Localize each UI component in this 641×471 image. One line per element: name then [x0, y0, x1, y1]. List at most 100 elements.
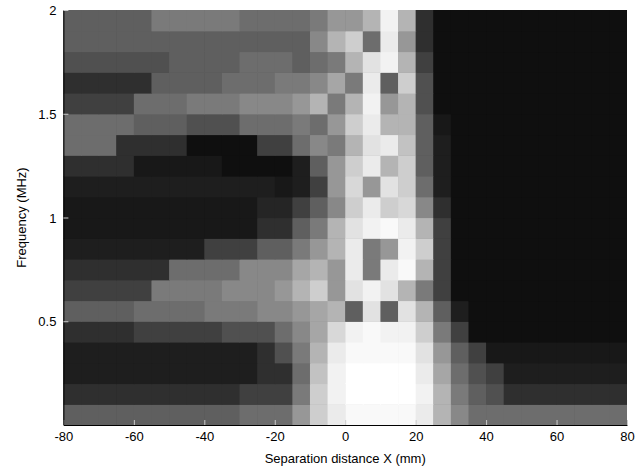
heat-cell [204, 342, 222, 363]
heat-cell [363, 155, 381, 176]
heat-cell [521, 280, 539, 301]
heat-cell [609, 197, 627, 218]
heat-cell [504, 259, 522, 280]
heat-cell [63, 280, 81, 301]
heat-cell [116, 259, 134, 280]
tick-mark [63, 321, 68, 322]
heat-cell [310, 52, 328, 73]
heat-cell [134, 218, 152, 239]
heat-cell [609, 218, 627, 239]
heat-cell [609, 363, 627, 384]
heat-cell [63, 384, 81, 405]
heat-cell [81, 135, 99, 156]
heat-cell [169, 363, 187, 384]
heat-cell [380, 301, 398, 322]
heat-cell [116, 197, 134, 218]
heat-cell [539, 114, 557, 135]
heat-cell [187, 93, 205, 114]
heat-cell [222, 72, 240, 93]
heat-cell [134, 363, 152, 384]
heat-cell [468, 301, 486, 322]
heat-cell [468, 238, 486, 259]
heat-cell [222, 321, 240, 342]
heat-cell [574, 384, 592, 405]
tick: 0.5 [38, 314, 68, 329]
heat-cell [310, 155, 328, 176]
heat-cell [539, 404, 557, 425]
heat-cell [433, 52, 451, 73]
heat-cell [116, 321, 134, 342]
heat-cell [134, 259, 152, 280]
heat-cell [380, 72, 398, 93]
heat-cell [292, 10, 310, 31]
heat-cell [222, 155, 240, 176]
heat-cell [398, 384, 416, 405]
heat-cell [116, 238, 134, 259]
heat-cell [81, 404, 99, 425]
heat-cell [63, 321, 81, 342]
heat-cell [204, 155, 222, 176]
heat-cell [222, 259, 240, 280]
heat-cell [275, 176, 293, 197]
heat-cell [539, 259, 557, 280]
heat-cell [63, 218, 81, 239]
heat-cell [416, 384, 434, 405]
heat-cell [292, 176, 310, 197]
heat-cell [486, 280, 504, 301]
heat-cell [204, 31, 222, 52]
heat-cell [169, 404, 187, 425]
heat-cell [187, 280, 205, 301]
heat-cell [169, 31, 187, 52]
heat-cell [574, 238, 592, 259]
heat-cell [574, 259, 592, 280]
heat-cell [240, 135, 258, 156]
heat-cell [539, 384, 557, 405]
heat-cell [363, 176, 381, 197]
heat-cell [204, 52, 222, 73]
heat-cell [151, 384, 169, 405]
heat-cell [609, 342, 627, 363]
tick-label: -40 [195, 429, 214, 444]
heat-cell [557, 72, 575, 93]
heat-cell [204, 72, 222, 93]
heat-cell [151, 52, 169, 73]
heat-cell [187, 218, 205, 239]
heat-cell [187, 259, 205, 280]
heat-cell [363, 280, 381, 301]
heat-cell [398, 342, 416, 363]
heat-cell [398, 72, 416, 93]
chart: -80-60-40-200204060800.511.52Separation … [0, 0, 641, 471]
heat-cell [539, 197, 557, 218]
heat-cell [328, 218, 346, 239]
heat-cell [63, 197, 81, 218]
heat-cell [574, 176, 592, 197]
heat-cell [151, 93, 169, 114]
heat-cell [275, 218, 293, 239]
heat-cell [451, 301, 469, 322]
heat-cell [521, 10, 539, 31]
heat-cell [169, 197, 187, 218]
heat-cell [416, 404, 434, 425]
heat-cell [486, 404, 504, 425]
heat-cell [81, 197, 99, 218]
heat-cell [363, 72, 381, 93]
heat-cell [574, 114, 592, 135]
cells [63, 10, 627, 425]
heat-cell [539, 363, 557, 384]
heat-cell [521, 52, 539, 73]
heat-cell [363, 197, 381, 218]
heat-cell [257, 155, 275, 176]
heat-cell [310, 72, 328, 93]
heat-cell [328, 363, 346, 384]
tick: 1 [49, 211, 68, 226]
heat-cell [574, 93, 592, 114]
y-axis: 0.511.52 [38, 3, 68, 425]
heat-cell [63, 259, 81, 280]
heat-cell [81, 72, 99, 93]
heat-cell [99, 31, 117, 52]
heat-cell [310, 135, 328, 156]
heat-cell [609, 321, 627, 342]
heat-cell [345, 363, 363, 384]
heat-cell [328, 72, 346, 93]
heat-cell [468, 135, 486, 156]
